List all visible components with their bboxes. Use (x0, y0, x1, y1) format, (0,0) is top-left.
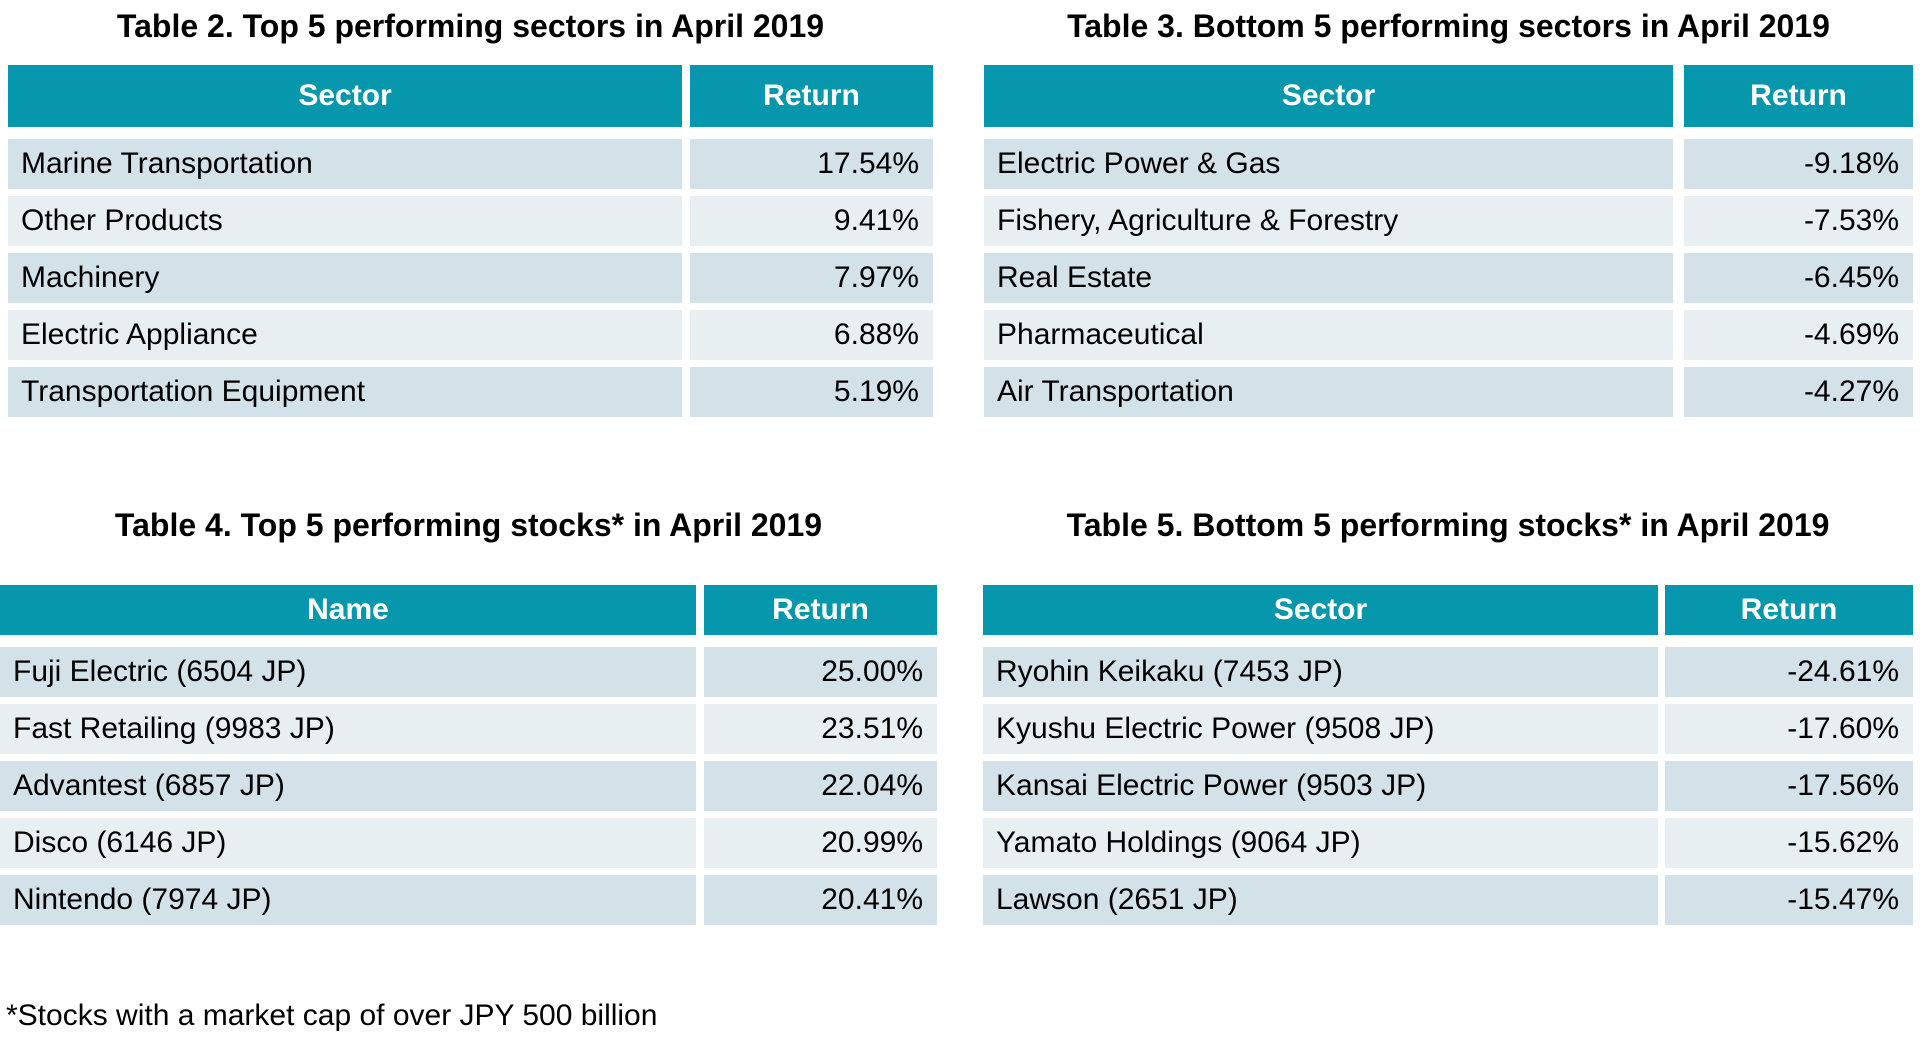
row-return-cell: 7.97% (690, 253, 933, 303)
row-return-cell: -6.45% (1684, 253, 1913, 303)
table-row: Lawson (2651 JP) -15.47% (983, 875, 1913, 925)
row-return-cell: -4.69% (1684, 310, 1913, 360)
row-label-cell: Yamato Holdings (9064 JP) (983, 818, 1658, 868)
table-row: Kyushu Electric Power (9508 JP) -17.60% (983, 704, 1913, 754)
table-row: Pharmaceutical -4.69% (984, 310, 1913, 360)
row-return-cell: 23.51% (704, 704, 937, 754)
row-label-cell: Disco (6146 JP) (0, 818, 696, 868)
row-return-cell: -17.60% (1665, 704, 1913, 754)
table-row: Disco (6146 JP) 20.99% (0, 818, 937, 868)
table-row: Fuji Electric (6504 JP) 25.00% (0, 647, 937, 697)
row-label-cell: Nintendo (7974 JP) (0, 875, 696, 925)
table-row: Advantest (6857 JP) 22.04% (0, 761, 937, 811)
table-section-top-stocks: Table 4. Top 5 performing stocks* in Apr… (0, 500, 937, 940)
column-header-return: Return (1665, 585, 1913, 635)
row-return-cell: -4.27% (1684, 367, 1913, 417)
table-section-bottom-sectors: Table 3. Bottom 5 performing sectors in … (984, 0, 1913, 430)
column-header-return: Return (704, 585, 937, 635)
table-row: Nintendo (7974 JP) 20.41% (0, 875, 937, 925)
row-label-cell: Advantest (6857 JP) (0, 761, 696, 811)
table-header-row: Name Return (0, 585, 937, 635)
table-row: Fishery, Agriculture & Forestry -7.53% (984, 196, 1913, 246)
row-return-cell: -7.53% (1684, 196, 1913, 246)
row-label-cell: Fuji Electric (6504 JP) (0, 647, 696, 697)
table-row: Ryohin Keikaku (7453 JP) -24.61% (983, 647, 1913, 697)
table-row: Other Products 9.41% (8, 196, 933, 246)
column-header-sector: Sector (984, 65, 1673, 127)
row-label-cell: Ryohin Keikaku (7453 JP) (983, 647, 1658, 697)
column-header-sector: Sector (8, 65, 682, 127)
row-label-cell: Kyushu Electric Power (9508 JP) (983, 704, 1658, 754)
row-label-cell: Fishery, Agriculture & Forestry (984, 196, 1673, 246)
row-return-cell: -15.62% (1665, 818, 1913, 868)
row-return-cell: 22.04% (704, 761, 937, 811)
row-label-cell: Electric Appliance (8, 310, 682, 360)
row-label-cell: Electric Power & Gas (984, 139, 1673, 189)
column-header-name: Name (0, 585, 696, 635)
column-header-return: Return (1684, 65, 1913, 127)
row-label-cell: Machinery (8, 253, 682, 303)
table-section-bottom-stocks: Table 5. Bottom 5 performing stocks* in … (983, 500, 1913, 940)
row-label-cell: Fast Retailing (9983 JP) (0, 704, 696, 754)
table-row: Fast Retailing (9983 JP) 23.51% (0, 704, 937, 754)
row-label-cell: Marine Transportation (8, 139, 682, 189)
row-return-cell: 20.41% (704, 875, 937, 925)
row-return-cell: -9.18% (1684, 139, 1913, 189)
table-title: Table 4. Top 5 performing stocks* in Apr… (114, 507, 823, 543)
row-label-cell: Pharmaceutical (984, 310, 1673, 360)
table-row: Electric Power & Gas -9.18% (984, 139, 1913, 189)
row-return-cell: 6.88% (690, 310, 933, 360)
row-label-cell: Transportation Equipment (8, 367, 682, 417)
row-label-cell: Real Estate (984, 253, 1673, 303)
table-row: Yamato Holdings (9064 JP) -15.62% (983, 818, 1913, 868)
table-row: Real Estate -6.45% (984, 253, 1913, 303)
row-label-cell: Air Transportation (984, 367, 1673, 417)
row-return-cell: 20.99% (704, 818, 937, 868)
row-label-cell: Lawson (2651 JP) (983, 875, 1658, 925)
table-row: Kansai Electric Power (9503 JP) -17.56% (983, 761, 1913, 811)
table-title: Table 5. Bottom 5 performing stocks* in … (1066, 507, 1830, 543)
row-return-cell: -15.47% (1665, 875, 1913, 925)
table-header-row: Sector Return (983, 585, 1913, 635)
table-title: Table 2. Top 5 performing sectors in Apr… (116, 8, 825, 44)
table-row: Electric Appliance 6.88% (8, 310, 933, 360)
table-header-row: Sector Return (984, 65, 1913, 127)
row-return-cell: -24.61% (1665, 647, 1913, 697)
row-return-cell: 17.54% (690, 139, 933, 189)
table-row: Machinery 7.97% (8, 253, 933, 303)
table-row: Air Transportation -4.27% (984, 367, 1913, 417)
row-return-cell: 25.00% (704, 647, 937, 697)
column-header-return: Return (690, 65, 933, 127)
column-header-sector: Sector (983, 585, 1658, 635)
row-label-cell: Kansai Electric Power (9503 JP) (983, 761, 1658, 811)
row-return-cell: 9.41% (690, 196, 933, 246)
row-return-cell: -17.56% (1665, 761, 1913, 811)
row-return-cell: 5.19% (690, 367, 933, 417)
table-row: Transportation Equipment 5.19% (8, 367, 933, 417)
row-label-cell: Other Products (8, 196, 682, 246)
footnote-text: *Stocks with a market cap of over JPY 50… (6, 999, 658, 1032)
table-title: Table 3. Bottom 5 performing sectors in … (1067, 8, 1830, 44)
table-header-row: Sector Return (8, 65, 933, 127)
table-row: Marine Transportation 17.54% (8, 139, 933, 189)
table-section-top-sectors: Table 2. Top 5 performing sectors in Apr… (8, 0, 933, 430)
